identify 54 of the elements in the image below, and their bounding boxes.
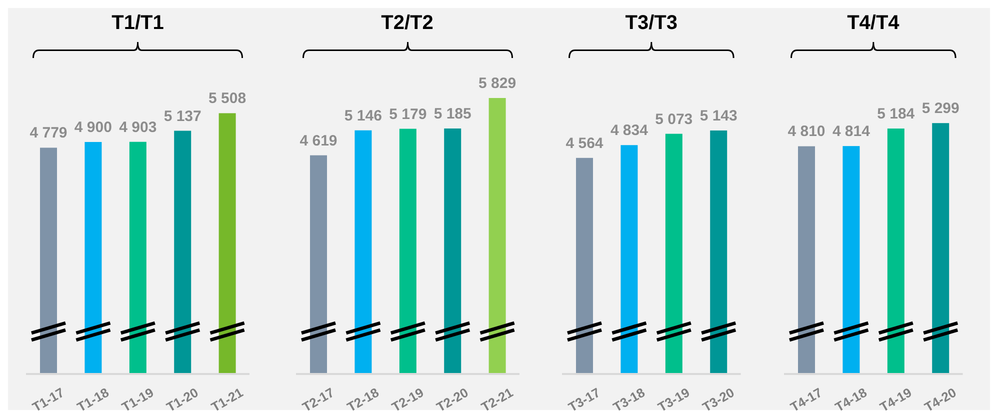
data-label: 5 829 <box>478 75 516 92</box>
data-label: 5 143 <box>700 107 738 124</box>
data-label: 5 184 <box>876 106 916 123</box>
bar <box>887 128 904 374</box>
x-tick-label: T4-19 <box>877 384 914 415</box>
bar <box>665 134 682 374</box>
bar <box>932 123 949 374</box>
data-label: 4 834 <box>610 122 649 140</box>
chart-title: T2/T2 <box>380 11 434 36</box>
data-label: 5 185 <box>433 105 471 122</box>
x-tick-label: T3-20 <box>700 384 737 415</box>
x-tick-label: T2-18 <box>344 384 381 415</box>
x-tick-label: T1-20 <box>164 384 201 415</box>
x-tick-label: T2-19 <box>388 384 426 415</box>
x-tick-label: T2-21 <box>478 384 515 415</box>
bar <box>710 130 728 374</box>
data-label: 4 564 <box>566 134 604 152</box>
chart-title: T3/T3 <box>624 11 679 36</box>
data-label: 4 810 <box>788 123 826 140</box>
data-label: 4 619 <box>299 132 337 150</box>
data-label: 5 146 <box>344 107 382 124</box>
data-label: 5 179 <box>388 106 426 123</box>
x-tick-label: T4-20 <box>922 384 959 415</box>
data-label: 5 137 <box>164 108 202 125</box>
bar <box>40 148 57 374</box>
x-tick-label: T3-18 <box>610 384 648 415</box>
x-tick-label: T2-20 <box>433 384 470 415</box>
bar <box>576 158 593 374</box>
data-label: 4 903 <box>119 118 157 136</box>
x-tick-label: T4-18 <box>832 384 870 415</box>
bar <box>218 113 236 374</box>
data-label: 4 779 <box>30 124 68 142</box>
bar <box>84 142 102 374</box>
bar <box>842 146 860 374</box>
x-tick-label: T1-21 <box>208 384 246 415</box>
data-label: 5 299 <box>922 100 960 118</box>
data-label: 5 508 <box>208 90 246 108</box>
bar <box>398 128 416 374</box>
bar <box>310 155 326 374</box>
bar <box>488 98 506 374</box>
bar <box>354 130 372 374</box>
x-tick-label: T3-19 <box>655 384 692 415</box>
chart-title: T1/T1 <box>110 11 165 36</box>
x-tick-label: T1-19 <box>119 384 156 415</box>
data-label: 4 814 <box>832 123 870 140</box>
bar <box>129 142 146 374</box>
bar <box>620 145 638 374</box>
bar <box>444 128 461 374</box>
data-label: 5 073 <box>655 110 693 128</box>
bar <box>174 130 192 374</box>
x-tick-label: T1-18 <box>74 384 112 415</box>
bar <box>798 146 815 374</box>
chart-title: T4/T4 <box>846 11 900 36</box>
data-label: 4 900 <box>74 118 112 136</box>
